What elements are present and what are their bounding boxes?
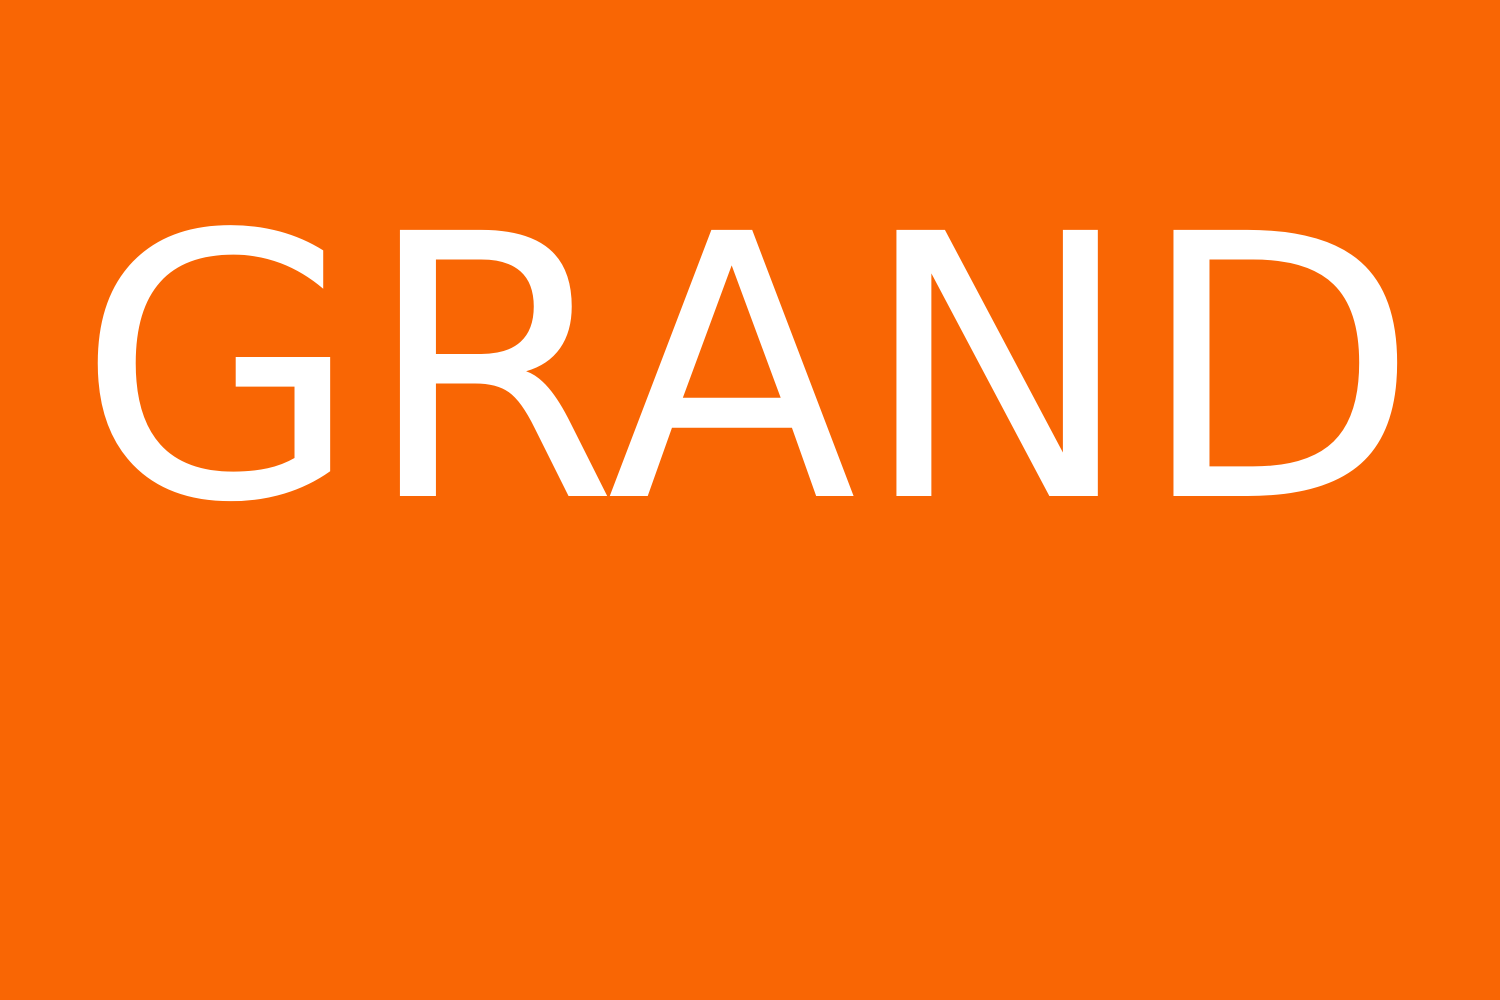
grand-wordmark: GRAND [77, 158, 1423, 583]
